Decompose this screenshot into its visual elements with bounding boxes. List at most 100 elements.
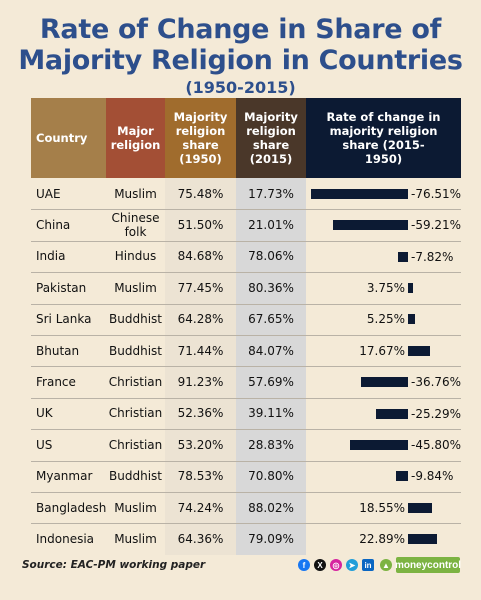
share-1950-cell: 77.45% xyxy=(177,280,224,295)
row-divider xyxy=(31,303,461,305)
religion-cell: Buddhist xyxy=(109,469,162,484)
rate-label: 5.25% xyxy=(366,312,405,327)
rate-label: 17.67% xyxy=(359,343,405,358)
row-divider xyxy=(31,492,461,493)
share-1950-cell: 91.23% xyxy=(177,375,224,390)
title-line-2: Majority Religion in Countries xyxy=(18,45,463,76)
religion-cell: Muslim xyxy=(114,500,157,515)
share-1950-cell: 52.36% xyxy=(177,406,224,421)
rate-label: 22.89% xyxy=(359,532,405,547)
share-1950-cell: 71.44% xyxy=(177,343,224,358)
country-cell: Pakistan xyxy=(36,280,87,295)
country-cell: Indonesia xyxy=(36,532,95,547)
share-2015-cell: 79.09% xyxy=(248,532,294,547)
share-1950-cell: 64.28% xyxy=(177,312,224,327)
rate-label: -7.82% xyxy=(411,249,454,264)
religion-cell: Buddhist xyxy=(109,343,162,358)
rate-label: -9.84% xyxy=(411,469,454,484)
rate-label: -25.29% xyxy=(411,406,462,421)
header-rate: Rate of change in majority religion shar… xyxy=(306,98,461,178)
row-divider xyxy=(31,429,461,431)
source-note: Source: EAC-PM working paper xyxy=(22,559,206,571)
telegram-icon[interactable]: ➤ xyxy=(346,559,358,571)
share-1950-cell: 78.53% xyxy=(177,469,224,484)
religion-cell: Muslim xyxy=(114,532,157,547)
rate-bar xyxy=(395,471,408,482)
rate-bar xyxy=(332,220,408,231)
rate-label: -59.21% xyxy=(411,218,462,233)
share-2015-cell: 39.11% xyxy=(248,406,294,421)
country-cell: Myanmar xyxy=(36,469,93,484)
religion-cell: Hindus xyxy=(114,249,157,264)
brand-logo-icon: ▲ xyxy=(380,559,392,571)
row-divider xyxy=(31,523,461,525)
rate-bar xyxy=(408,345,431,356)
rate-bar xyxy=(408,534,438,545)
row-divider xyxy=(31,209,461,211)
religion-cell: Christian xyxy=(108,406,163,421)
row-divider xyxy=(31,335,461,336)
share-2015-cell: 57.69% xyxy=(248,375,294,390)
rate-bar xyxy=(408,314,415,325)
share-2015-cell: 84.07% xyxy=(248,343,294,358)
share-1950-cell: 53.20% xyxy=(177,437,224,452)
share-1950-cell: 74.24% xyxy=(177,500,224,515)
share-1950-cell: 75.48% xyxy=(177,186,224,201)
country-cell: India xyxy=(36,249,66,264)
brand-logo: moneycontrol xyxy=(395,557,461,573)
rate-bar xyxy=(361,377,408,388)
row-divider xyxy=(31,272,461,274)
share-2015-cell: 70.80% xyxy=(248,469,294,484)
religion-cell: Buddhist xyxy=(109,312,162,327)
country-cell: Sri Lanka xyxy=(36,312,92,327)
share-1950-cell: 64.36% xyxy=(177,532,224,547)
religion-cell: Christian xyxy=(108,375,163,390)
country-cell: France xyxy=(36,375,76,390)
x-icon[interactable]: X xyxy=(314,559,326,571)
share-1950-cell: 51.50% xyxy=(177,218,224,233)
row-divider xyxy=(31,460,461,462)
country-cell: US xyxy=(36,437,53,452)
row-divider xyxy=(31,397,461,399)
rate-bar xyxy=(408,502,432,513)
rate-label: -45.80% xyxy=(411,437,462,452)
rate-label: 18.55% xyxy=(359,500,405,515)
country-cell: UAE xyxy=(36,186,61,201)
rate-bar xyxy=(310,188,408,199)
header-religion: Major religion xyxy=(106,98,165,178)
country-cell: China xyxy=(36,218,71,233)
instagram-icon[interactable]: ◎ xyxy=(330,559,342,571)
share-1950-cell: 84.68% xyxy=(177,249,224,264)
header-country: Country xyxy=(31,98,106,178)
row-divider xyxy=(31,240,461,242)
share-2015-cell: 28.83% xyxy=(248,437,294,452)
row-divider xyxy=(31,366,461,368)
rate-bar xyxy=(408,282,413,293)
facebook-icon[interactable]: f xyxy=(298,559,310,571)
chart-title: Rate of Change in Share of Majority Reli… xyxy=(0,14,481,76)
country-cell: Bhutan xyxy=(36,343,80,358)
religion-cell: Christian xyxy=(108,437,163,452)
rate-bar xyxy=(349,439,408,450)
share-2015-cell: 88.02% xyxy=(248,500,294,515)
share-2015-cell: 17.73% xyxy=(248,186,294,201)
country-cell: UK xyxy=(36,406,53,421)
rate-label: 3.75% xyxy=(366,280,405,295)
religion-cell: Muslim xyxy=(114,280,157,295)
title-line-1: Rate of Change in Share of xyxy=(39,14,442,45)
rate-bar xyxy=(398,251,408,262)
header-share-2015: Majority religion share (2015) xyxy=(236,98,306,178)
share-2015-cell: 78.06% xyxy=(248,249,294,264)
religion-cell: Chinese folk xyxy=(111,211,160,240)
share-2015-cell: 21.01% xyxy=(248,218,294,233)
linkedin-icon[interactable]: in xyxy=(362,559,374,571)
country-cell: Bangladesh xyxy=(36,500,107,515)
share-2015-cell: 67.65% xyxy=(248,312,294,327)
rate-label: -36.76% xyxy=(411,375,462,390)
header-share-1950: Majority religion share (1950) xyxy=(165,98,236,178)
share-2015-cell: 80.36% xyxy=(248,280,294,295)
religion-cell: Muslim xyxy=(114,186,157,201)
chart-subtitle: (1950-2015) xyxy=(185,78,296,97)
rate-bar xyxy=(375,408,408,419)
